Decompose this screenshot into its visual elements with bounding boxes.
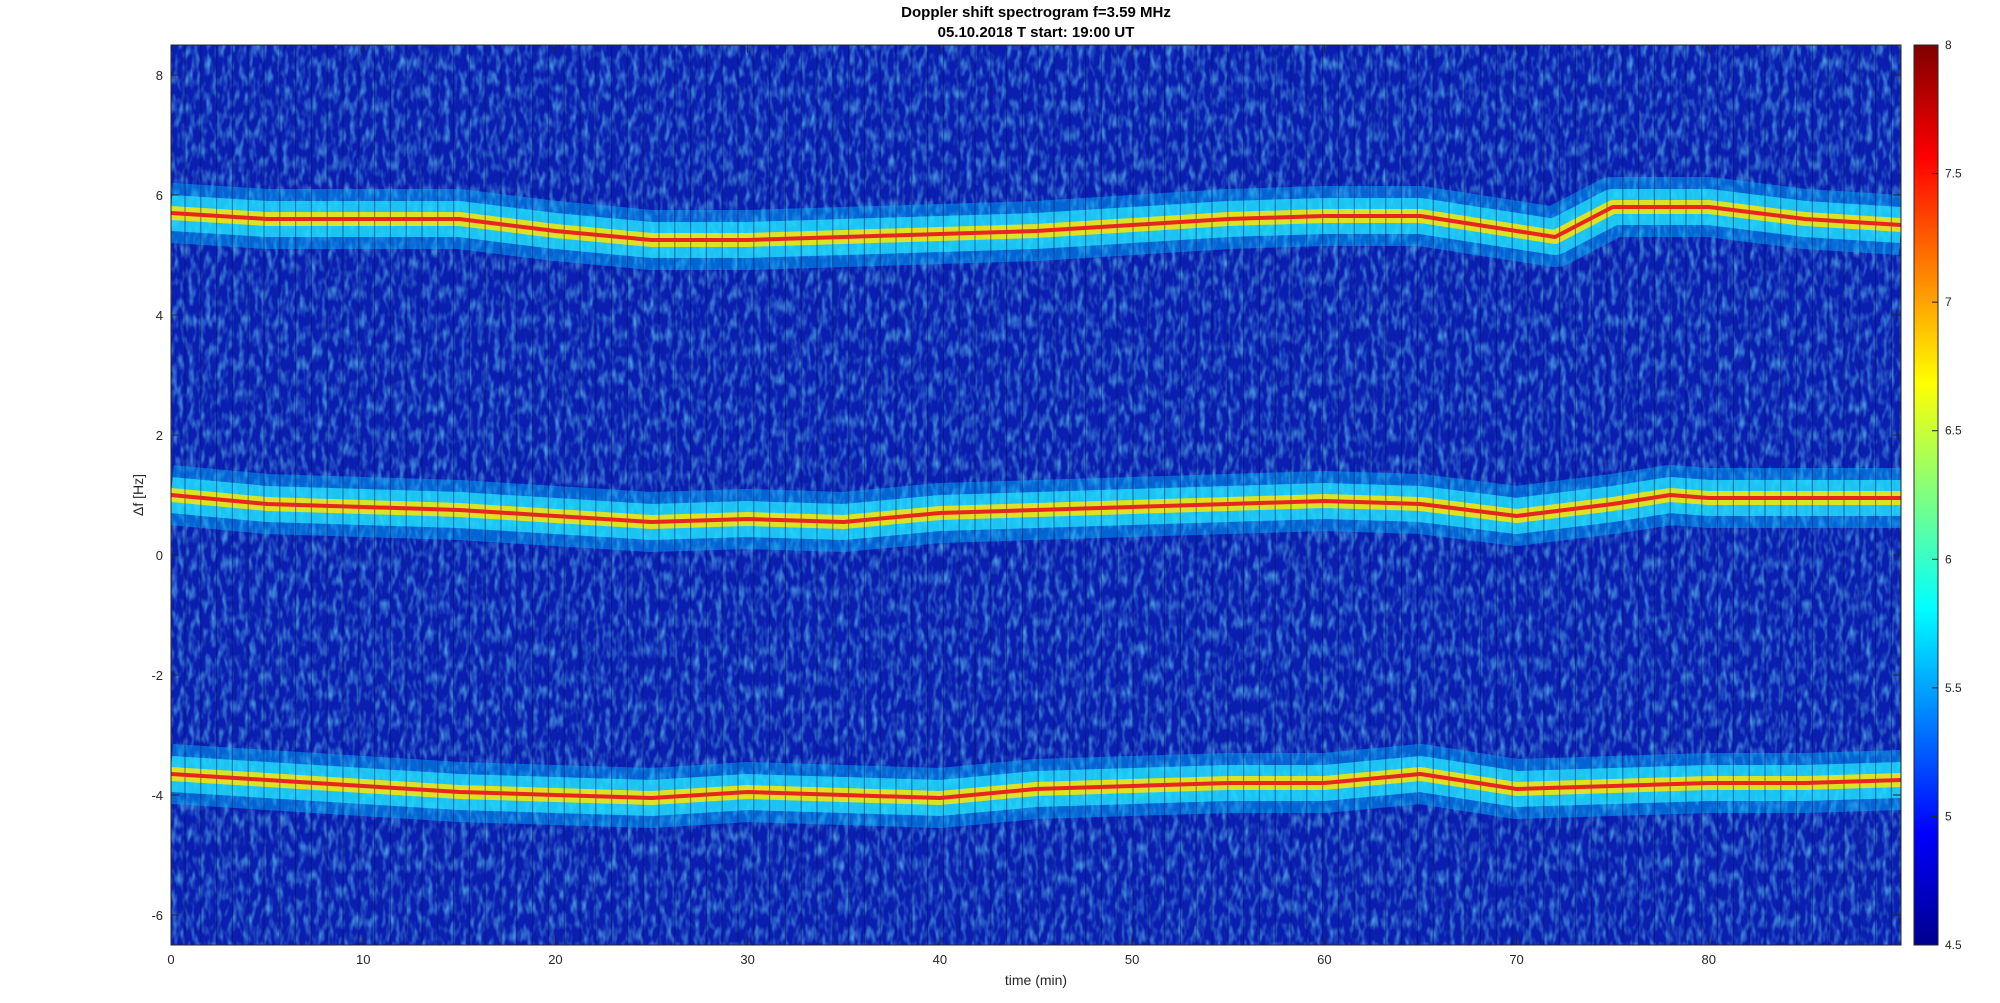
y-axis-label: Δf [Hz] [130,474,146,516]
y-tick-label: 8 [156,68,163,83]
colorbar-tick-label: 6.5 [1945,424,1962,438]
y-tick-label: 6 [156,188,163,203]
plot-frame [170,44,1902,946]
colorbar-tick-label: 4.5 [1945,938,1962,952]
x-tick-label: 50 [1125,952,1139,967]
y-tick-label: 2 [156,428,163,443]
y-tick-label: -4 [151,788,163,803]
x-tick-label: 0 [167,952,174,967]
colorbar-tick-label: 7.5 [1945,167,1962,181]
x-axis-label: time (min) [1005,972,1067,988]
colorbar-tick-label: 8 [1945,38,1952,52]
colorbar-ticks: 8 7.5 7 6.5 6 5.5 5 4.5 [1932,38,1962,952]
x-tick-label: 20 [548,952,562,967]
x-axis: 0 10 20 30 40 50 60 70 80 [167,45,1716,967]
band-trace [171,493,1901,524]
colorbar-tick-label: 5 [1945,809,1952,823]
band-trace [171,205,1901,242]
chart-subtitle: 05.10.2018 T start: 19:00 UT [938,24,1135,41]
band-trace [171,772,1901,800]
y-tick-label: -6 [151,908,163,923]
chart-title: Doppler shift spectrogram f=3.59 MHz [901,4,1171,21]
colorbar-tick-label: 6 [1945,552,1952,566]
x-tick-label: 40 [933,952,947,967]
y-axis: 8 6 4 2 0 -2 -4 -6 [151,68,1901,923]
colorbar [1913,44,1939,946]
y-tick-label: 0 [156,548,163,563]
y-tick-label: -2 [151,668,163,683]
x-tick-label: 10 [356,952,370,967]
colorbar-tick-label: 7 [1945,295,1952,309]
x-tick-label: 60 [1317,952,1331,967]
trace-lines [171,205,1901,800]
colorbar-tick-label: 5.5 [1945,681,1962,695]
plot-area [171,45,1901,945]
x-tick-label: 30 [740,952,754,967]
x-tick-label: 80 [1702,952,1716,967]
x-tick-label: 70 [1509,952,1523,967]
y-tick-label: 4 [156,308,163,323]
